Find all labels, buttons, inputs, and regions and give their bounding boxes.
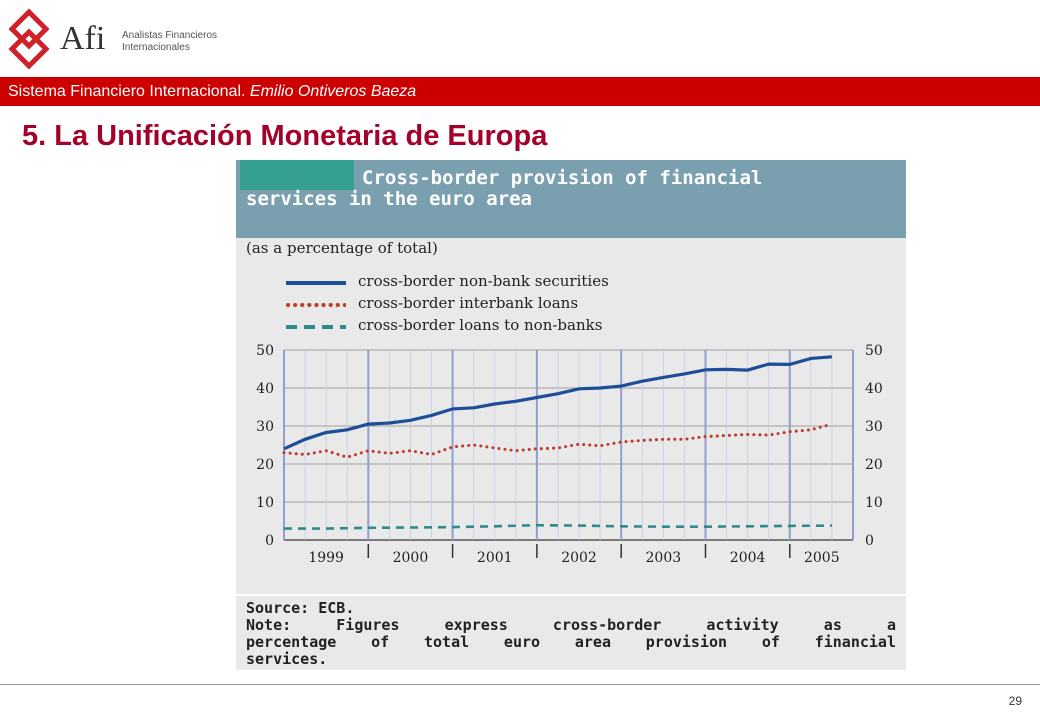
x-tick-label: 2005 <box>804 550 840 566</box>
legend-swatch-solid <box>286 281 346 285</box>
y-tick-label-left: 10 <box>256 495 274 511</box>
y-tick-label-left: 40 <box>256 381 274 397</box>
chart-separator <box>236 594 906 596</box>
y-tick-label-left: 0 <box>265 533 274 549</box>
footer-divider <box>0 684 1040 685</box>
page-number: 29 <box>1008 694 1022 708</box>
legend-label: cross-border interbank loans <box>358 294 579 312</box>
header-bar: Sistema Financiero Internacional. Emilio… <box>0 77 1040 106</box>
chart-title: Cross-border provision of financial serv… <box>246 167 902 210</box>
legend-label: cross-border non-bank securities <box>358 272 609 290</box>
legend-item-interbank: cross-border interbank loans <box>286 294 746 316</box>
y-tick-label-right: 20 <box>865 457 883 473</box>
x-tick-label: 2000 <box>393 550 429 566</box>
chart-legend: cross-border non-bank securities cross-b… <box>286 272 746 338</box>
brand-subtitle-line1: Analistas Financieros <box>122 30 218 41</box>
chart-frame: Cross-border provision of financial serv… <box>236 160 906 670</box>
y-tick-label-right: 10 <box>865 495 883 511</box>
chart-note-line1: Note: Figures express cross-border activ… <box>246 616 896 634</box>
brand-subtitle-line2: Internacionales <box>122 42 190 53</box>
chart-source: Source: ECB. <box>246 599 355 617</box>
brand-subtitle: Analistas Financieros Internacionales <box>122 30 217 54</box>
page-title: 5. La Unificación Monetaria de Europa <box>22 120 548 152</box>
chart-accent-block <box>240 160 354 190</box>
series-line-interbank <box>282 422 834 459</box>
header-bar-text: Sistema Financiero Internacional. Emilio… <box>8 83 416 101</box>
x-tick-label: 1999 <box>308 550 344 566</box>
y-tick-label-left: 30 <box>256 419 274 435</box>
chart-subtitle: (as a percentage of total) <box>246 239 438 257</box>
y-tick-label-left: 50 <box>256 343 274 359</box>
y-tick-label-right: 50 <box>865 343 883 359</box>
chart-header: Cross-border provision of financial serv… <box>236 160 906 238</box>
chart-source-notes: Source: ECB. Note: Figures express cross… <box>246 600 896 668</box>
series-line-nonbanks <box>284 523 832 530</box>
chart-title-line2: services in the euro area <box>246 188 532 210</box>
legend-label: cross-border loans to non-banks <box>358 316 603 334</box>
chart-title-line1: Cross-border provision of financial <box>362 167 763 189</box>
x-tick-label: 2004 <box>730 550 766 566</box>
afi-logo-icon <box>8 8 50 70</box>
y-tick-label-right: 30 <box>865 419 883 435</box>
chart-plot: 0 0 10 10 20 20 30 30 40 40 50 50 1999 2000 2001 2002 20… <box>256 343 883 566</box>
chart-note-line2: percentage of total euro area provision … <box>246 633 896 651</box>
y-tick-label-right: 40 <box>865 381 883 397</box>
x-tick-label: 2001 <box>477 550 513 566</box>
chart-note-line3: services. <box>246 650 328 668</box>
series-line-securities <box>283 355 833 451</box>
y-tick-label-left: 20 <box>256 457 274 473</box>
brand-name: Afi <box>60 20 106 57</box>
legend-item-nonbanks: cross-border loans to non-banks <box>286 316 746 338</box>
legend-item-securities: cross-border non-bank securities <box>286 272 746 294</box>
header-bar-author: Emilio Ontiveros Baeza <box>249 83 417 100</box>
header-bar-course: Sistema Financiero Internacional. <box>8 83 250 100</box>
x-tick-label: 2002 <box>561 550 597 566</box>
legend-swatch-dashed <box>286 325 346 329</box>
legend-swatch-dotted <box>286 303 346 307</box>
y-tick-label-right: 0 <box>865 533 874 549</box>
x-tick-label: 2003 <box>646 550 682 566</box>
